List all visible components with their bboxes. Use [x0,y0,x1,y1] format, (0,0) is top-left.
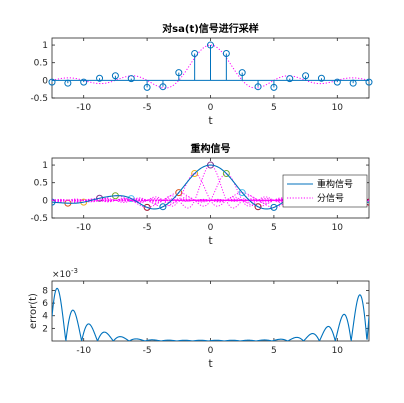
sample-marker [191,170,199,178]
stem-marker [349,79,357,87]
y-tick-label: 0 [42,196,48,206]
sample-marker [222,170,230,178]
y-tick-label: 1 [42,41,48,51]
x-axis-label: t [208,234,213,247]
stem-marker [48,78,56,86]
legend-box [282,174,368,208]
stem-marker [159,83,167,91]
y-tick-label: 0 [42,76,48,86]
stem-marker [96,74,104,82]
stem-marker [286,75,294,83]
stem-marker [317,74,325,82]
stem-marker [111,72,119,80]
x-tick-label: -5 [143,223,152,233]
sample-marker [254,203,262,211]
y-tick-label: 0.5 [34,179,48,189]
sample-marker [159,203,167,211]
y-tick-label: 4 [42,312,48,322]
stem-marker [365,78,373,86]
y-tick-label: 0.5 [34,59,48,69]
stem-marker [175,69,183,77]
chart-title: 重构信号 [191,142,231,155]
y-tick-label: 2 [42,324,48,334]
component-signal-line [52,199,369,204]
exponent-power: -3 [71,267,78,275]
x-tick-label: 10 [332,103,344,113]
stem-marker [333,78,341,86]
y-tick-label: 6 [42,299,48,309]
stem-marker [222,50,230,58]
stem-marker [302,72,310,80]
x-tick-label: 0 [208,223,214,233]
sample-marker [238,189,246,197]
x-tick-label: 10 [332,346,344,356]
stem-marker [80,78,88,86]
x-tick-label: -10 [76,223,91,233]
y-tick-label: 8 [42,286,48,296]
legend-label-component: 分信号 [317,192,344,204]
stem-marker [238,69,246,77]
sample-marker [270,203,278,211]
stem-marker [270,83,278,91]
legend-label-reconstructed: 重构信号 [317,178,353,190]
y-tick-label: -0.5 [30,94,48,104]
stem-marker [143,83,151,91]
stem-marker [191,50,199,58]
x-tick-label: 10 [332,223,344,233]
y-tick-label: 1 [42,161,48,171]
stem-marker [127,75,135,83]
component-signal-line [52,173,369,207]
x-tick-label: 0 [208,346,214,356]
x-tick-label: -5 [143,103,152,113]
sample-marker [143,203,151,211]
x-axis-label: t [208,357,213,370]
y-tick-label: -0.5 [30,214,48,224]
x-tick-label: 5 [271,223,277,233]
x-axis-label: t [208,114,213,127]
x-tick-label: 5 [271,346,277,356]
error-line [52,287,369,341]
plot-area [52,287,369,341]
sampling-subplot: -10 -5 0 5 10 -0.5 0 0.5 1 对sa(t)信号进行采样 t [30,22,373,127]
x-tick-label: -10 [76,346,91,356]
stem-marker [64,79,72,87]
chart-title: 对sa(t)信号进行采样 [162,22,259,35]
x-tick-label: -10 [76,103,91,113]
x-tick-label: -5 [143,346,152,356]
stem-marker [254,83,262,91]
sample-marker [175,189,183,197]
y-axis-label: error(t) [28,293,39,329]
sample-marker [96,194,104,202]
x-tick-label: 0 [208,103,214,113]
x-tick-label: 5 [271,103,277,113]
stem-marker [207,41,214,49]
